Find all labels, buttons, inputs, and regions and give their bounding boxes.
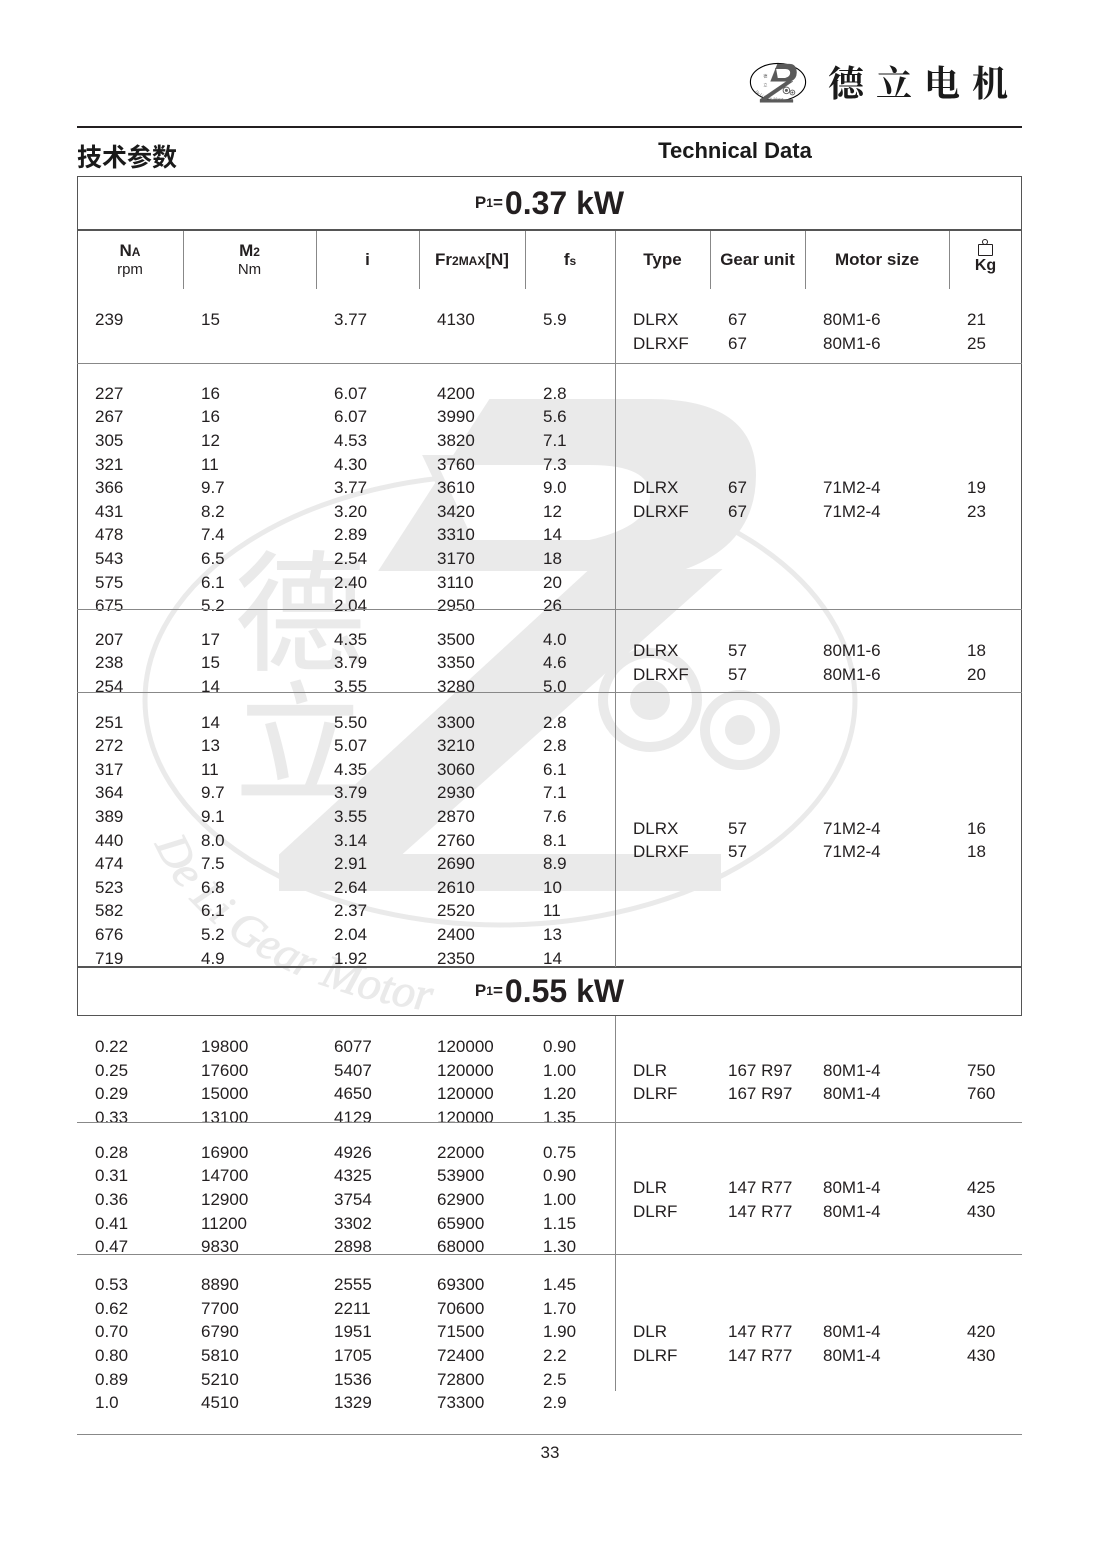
svg-text:德立电机: 德立电机 xyxy=(828,56,1020,107)
svg-text:立: 立 xyxy=(763,82,767,89)
svg-text:德: 德 xyxy=(763,73,767,80)
